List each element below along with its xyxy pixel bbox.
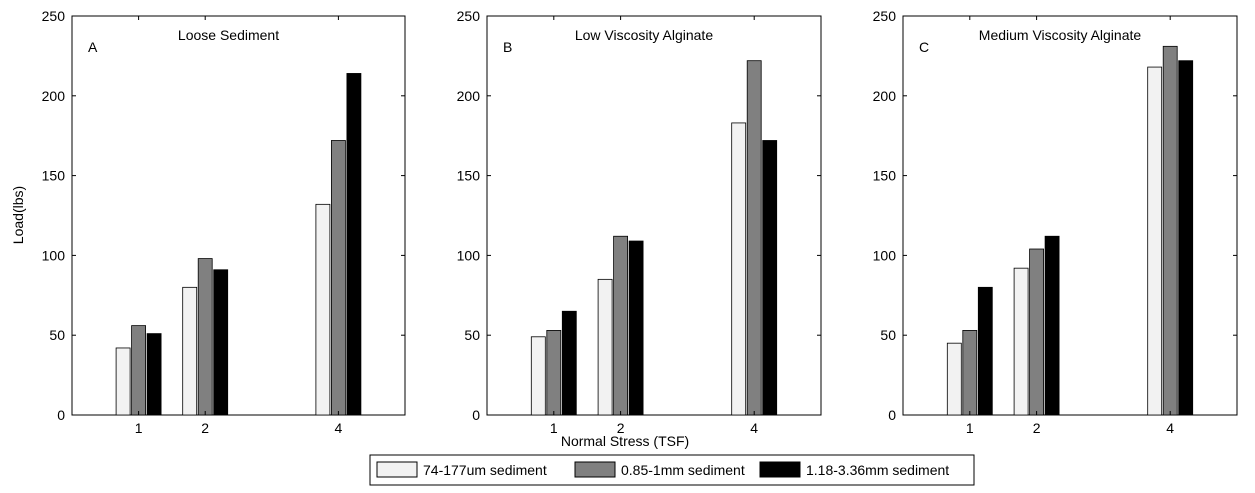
y-tick-label: 250 bbox=[873, 8, 897, 24]
y-tick-label: 150 bbox=[457, 168, 481, 184]
bar bbox=[546, 330, 562, 416]
x-tick-label: 2 bbox=[1033, 420, 1041, 436]
y-tick-label: 0 bbox=[472, 407, 480, 423]
panel-letter: C bbox=[919, 39, 929, 55]
bar bbox=[762, 140, 778, 416]
y-tick-label: 0 bbox=[888, 407, 896, 423]
x-tick-label: 1 bbox=[966, 420, 974, 436]
y-tick-label: 50 bbox=[49, 327, 65, 343]
panel-title: Low Viscosity Alginate bbox=[575, 27, 713, 43]
legend-label-0: 74-177um sediment bbox=[423, 462, 547, 478]
y-tick-label: 200 bbox=[873, 88, 897, 104]
x-tick-label: 2 bbox=[617, 420, 625, 436]
bar bbox=[597, 278, 613, 416]
bar bbox=[746, 60, 762, 416]
y-tick-label: 200 bbox=[42, 88, 66, 104]
x-axis-label: Normal Stress (TSF) bbox=[561, 433, 689, 449]
legend-swatch-0 bbox=[376, 461, 418, 478]
bar bbox=[1044, 235, 1060, 416]
bar bbox=[315, 203, 331, 416]
x-tick-label: 1 bbox=[135, 420, 143, 436]
panel-title: Medium Viscosity Alginate bbox=[979, 27, 1142, 43]
bar bbox=[530, 336, 546, 416]
y-tick-label: 0 bbox=[57, 407, 65, 423]
bar bbox=[346, 73, 362, 416]
chart-panel-a: 0 50 100 150 200 250 1 2 4 A Loose Sediment bbox=[42, 8, 406, 436]
legend-label-1: 0.85-1mm sediment bbox=[621, 462, 745, 478]
y-tick-label: 250 bbox=[457, 8, 481, 24]
bar bbox=[1147, 66, 1163, 416]
bar bbox=[115, 347, 131, 416]
bar bbox=[197, 258, 213, 416]
panel-title: Loose Sediment bbox=[178, 27, 279, 43]
y-axis-label: Load(lbs) bbox=[10, 186, 26, 244]
bar bbox=[131, 325, 147, 416]
legend-swatch-2 bbox=[759, 461, 801, 478]
y-tick-label: 100 bbox=[873, 247, 897, 263]
panel-letter: A bbox=[88, 39, 98, 55]
x-tick-label: 4 bbox=[335, 420, 343, 436]
bar bbox=[731, 122, 747, 416]
bar bbox=[946, 342, 962, 416]
x-tick-label: 1 bbox=[550, 420, 558, 436]
x-tick-label: 4 bbox=[1166, 420, 1174, 436]
y-tick-label: 50 bbox=[880, 327, 896, 343]
chart-panel-b: 0 50 100 150 200 250 1 2 4 B Low Viscosity Alginat… bbox=[457, 8, 822, 436]
bar bbox=[182, 286, 198, 416]
bar bbox=[213, 269, 229, 416]
bar bbox=[146, 333, 162, 416]
bar bbox=[1178, 60, 1194, 416]
bar bbox=[613, 235, 628, 416]
y-tick-label: 250 bbox=[42, 8, 66, 24]
panel-letter: B bbox=[503, 39, 512, 55]
y-tick-label: 100 bbox=[42, 247, 66, 263]
bar bbox=[977, 286, 993, 416]
bar bbox=[330, 140, 346, 416]
legend-swatch-1 bbox=[574, 461, 616, 478]
y-tick-label: 150 bbox=[42, 168, 66, 184]
x-tick-label: 4 bbox=[750, 420, 758, 436]
y-tick-label: 150 bbox=[873, 168, 897, 184]
x-tick-label: 2 bbox=[201, 420, 209, 436]
bar bbox=[962, 330, 978, 416]
y-tick-label: 200 bbox=[457, 88, 481, 104]
bar bbox=[1013, 267, 1029, 416]
y-tick-label: 50 bbox=[464, 327, 480, 343]
legend-box bbox=[369, 454, 975, 486]
bar bbox=[628, 240, 644, 416]
legend-label-2: 1.18-3.36mm sediment bbox=[806, 462, 949, 478]
legend: 74-177um sediment 0.85-1mm sediment 1.18… bbox=[369, 454, 975, 486]
bar bbox=[1029, 248, 1044, 416]
y-tick-label: 100 bbox=[457, 247, 481, 263]
bar bbox=[1162, 45, 1178, 416]
bar bbox=[561, 310, 577, 416]
chart-panel-c: 0 50 100 150 200 250 1 2 4 C Medium Viscosity Algi… bbox=[873, 8, 1238, 436]
